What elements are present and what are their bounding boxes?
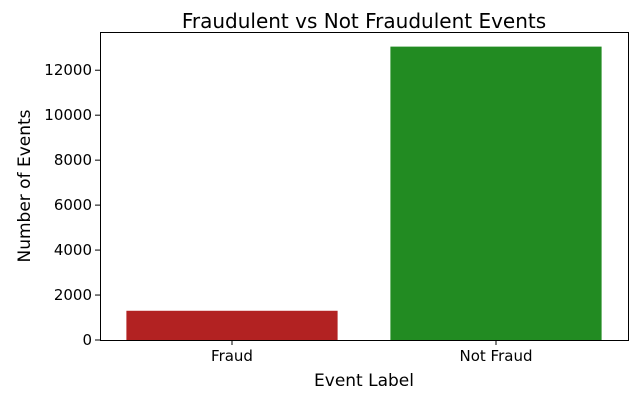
y-tick-label: 8000	[54, 151, 92, 169]
bars-group	[126, 46, 602, 341]
x-tick-label: Not Fraud	[460, 347, 533, 365]
chart-title: Fraudulent vs Not Fraudulent Events	[182, 9, 546, 33]
plot-frame	[100, 32, 629, 341]
bar-fraud	[126, 310, 338, 340]
y-tick-label: 12000	[44, 61, 92, 79]
y-axis-label: Number of Events	[15, 109, 35, 262]
x-axis-label: Event Label	[314, 371, 414, 391]
bar-not-fraud	[390, 46, 602, 341]
y-tick-label: 10000	[44, 106, 92, 124]
y-tick-label: 4000	[54, 241, 92, 259]
y-axis-ticks: 0 2000 4000 6000 8000 10000 12000	[44, 61, 100, 349]
x-axis-ticks: Fraud Not Fraud	[211, 340, 532, 365]
y-tick-label: 0	[82, 331, 92, 349]
y-tick-label: 2000	[54, 286, 92, 304]
x-tick-label: Fraud	[211, 347, 253, 365]
y-tick-label: 6000	[54, 196, 92, 214]
